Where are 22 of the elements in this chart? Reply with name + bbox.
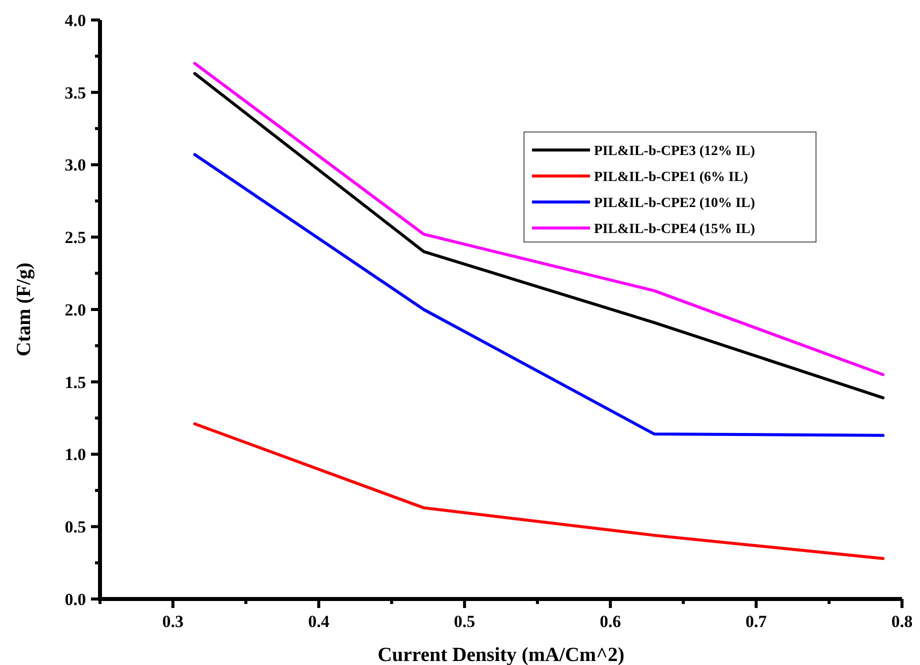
legend-label: PIL&IL-b-CPE4 (15% IL) — [594, 222, 756, 237]
x-axis-title: Current Density (mA/Cm^2) — [378, 644, 624, 665]
y-tick-label: 1.5 — [64, 372, 86, 392]
x-tick-label: 0.3 — [162, 612, 184, 631]
legend-label: PIL&IL-b-CPE2 (10% IL) — [594, 196, 756, 211]
legend-label: PIL&IL-b-CPE1 (6% IL) — [594, 170, 748, 185]
x-tick-label: 0.6 — [600, 612, 621, 631]
x-tick-label: 0.5 — [454, 612, 476, 631]
x-tick-label: 0.4 — [308, 612, 330, 631]
x-tick-label: 0.8 — [891, 612, 913, 631]
y-tick-label: 0.5 — [64, 518, 86, 537]
y-tick-label: 2.5 — [64, 228, 86, 248]
y-tick-label: 0.0 — [64, 590, 86, 609]
y-tick-label: 2.0 — [64, 300, 86, 320]
legend-label: PIL&IL-b-CPE3 (12% IL) — [594, 144, 756, 159]
y-axis-title: Ctam (F/g) — [13, 262, 35, 356]
y-tick-label: 3.5 — [64, 83, 86, 102]
y-tick-label: 3.0 — [64, 156, 86, 175]
x-tick-label: 0.7 — [746, 612, 768, 631]
y-tick-label: 1.0 — [64, 445, 86, 464]
line-series — [193, 422, 885, 560]
y-tick-label: 4.0 — [64, 10, 86, 30]
